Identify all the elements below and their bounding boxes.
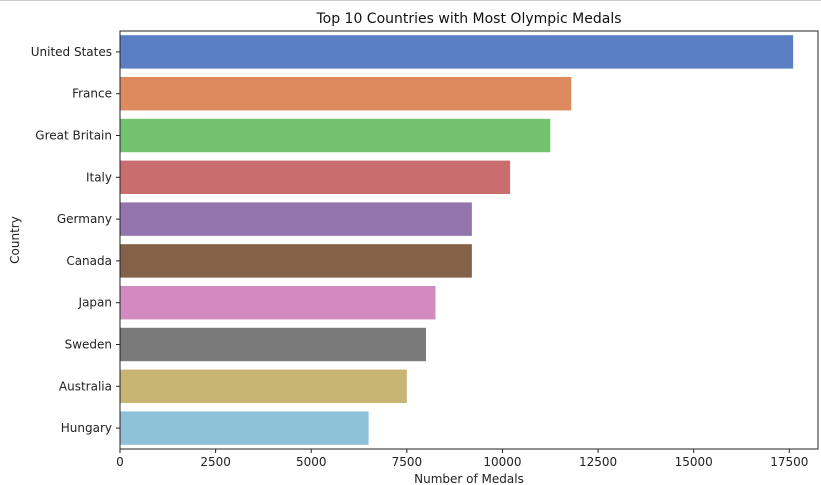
y-axis-ticks: United States France Great Britain Italy Ger…	[31, 45, 120, 435]
x-tick-label-17500: 17500	[770, 455, 808, 469]
plot-area-frame	[119, 30, 819, 450]
y-tick-label-japan: Japan	[78, 296, 112, 310]
x-axis-ticks: 0 2500 5000 7500 10000 12500 15000 17500	[116, 449, 808, 469]
chart-title: Top 10 Countries with Most Olympic Medal…	[315, 11, 621, 27]
x-tick-label-15000: 15000	[675, 455, 713, 469]
bar-italy	[120, 160, 511, 195]
x-tick-label-12500: 12500	[579, 455, 617, 469]
y-tick-label-australia: Australia	[59, 379, 112, 393]
x-tick-label-0: 0	[116, 455, 124, 469]
bars-group	[120, 35, 794, 445]
y-tick-label-france: France	[72, 87, 112, 101]
y-tick-label-united-states: United States	[31, 45, 112, 59]
bar-united-states	[120, 35, 794, 69]
x-tick-label-10000: 10000	[483, 455, 521, 469]
x-tick-label-5000: 5000	[296, 455, 327, 469]
bar-great-britain	[120, 118, 551, 153]
y-tick-label-hungary: Hungary	[61, 421, 112, 435]
y-tick-label-italy: Italy	[86, 170, 112, 184]
x-tick-label-2500: 2500	[200, 455, 231, 469]
bar-france	[120, 76, 572, 111]
y-tick-label-canada: Canada	[66, 254, 112, 268]
x-tick-label-7500: 7500	[392, 455, 423, 469]
y-tick-label-sweden: Sweden	[65, 338, 112, 352]
y-tick-label-great-britain: Great Britain	[35, 129, 112, 143]
x-axis-label: Number of Medals	[414, 472, 524, 485]
bar-germany	[120, 202, 472, 236]
bar-hungary	[120, 411, 369, 445]
y-tick-label-germany: Germany	[57, 212, 112, 226]
bar-canada	[120, 244, 472, 278]
bar-sweden	[120, 327, 426, 362]
bar-australia	[120, 369, 407, 404]
bar-japan	[120, 285, 436, 320]
window-top-border	[0, 0, 821, 1]
y-axis-label: Country	[8, 216, 22, 264]
